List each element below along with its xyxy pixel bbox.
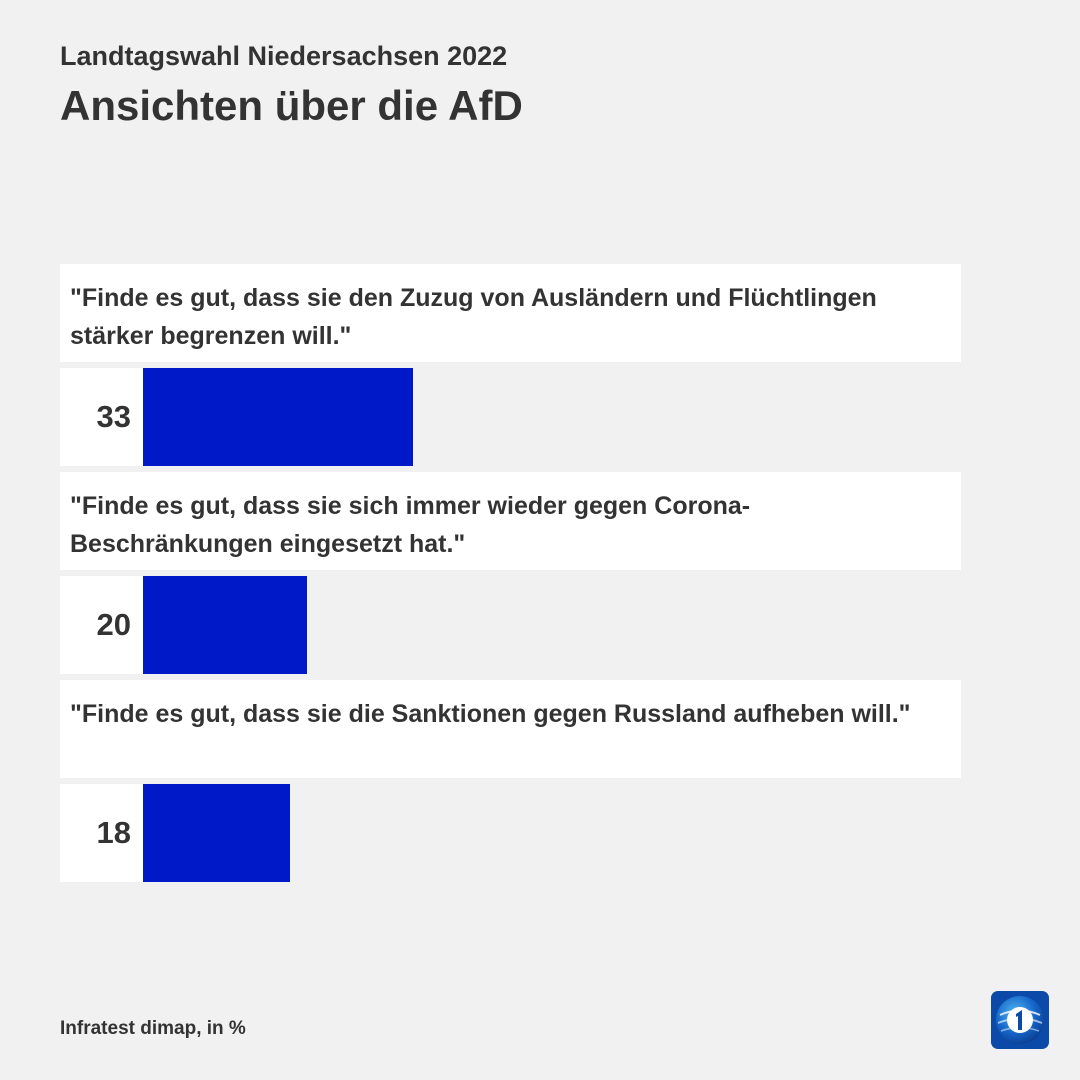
- bar-chart: "Finde es gut, dass sie den Zuzug von Au…: [60, 264, 961, 888]
- source-note: Infratest dimap, in %: [60, 1018, 246, 1039]
- bar-row: 18: [60, 784, 961, 882]
- bar-row: 20: [60, 576, 961, 674]
- chart-row: "Finde es gut, dass sie die Sanktionen g…: [60, 680, 961, 882]
- chart-subtitle: Landtagswahl Niedersachsen 2022: [60, 41, 508, 71]
- bar-row: 33: [60, 368, 961, 466]
- chart-row: "Finde es gut, dass sie sich immer wiede…: [60, 472, 961, 674]
- category-label: "Finde es gut, dass sie sich immer wiede…: [60, 472, 961, 570]
- bar: [143, 576, 307, 674]
- data-label: 18: [60, 784, 143, 882]
- category-label: "Finde es gut, dass sie die Sanktionen g…: [60, 680, 961, 778]
- chart-header: Landtagswahl Niedersachsen 2022 Ansichte…: [60, 38, 960, 132]
- bar: [143, 368, 413, 466]
- data-label: 33: [60, 368, 143, 466]
- bar: [143, 784, 291, 882]
- chart-title: Ansichten über die AfD: [60, 82, 523, 129]
- chart-row: "Finde es gut, dass sie den Zuzug von Au…: [60, 264, 961, 466]
- data-label: 20: [60, 576, 143, 674]
- category-label: "Finde es gut, dass sie den Zuzug von Au…: [60, 264, 961, 362]
- tagesschau-logo-icon: [991, 991, 1049, 1049]
